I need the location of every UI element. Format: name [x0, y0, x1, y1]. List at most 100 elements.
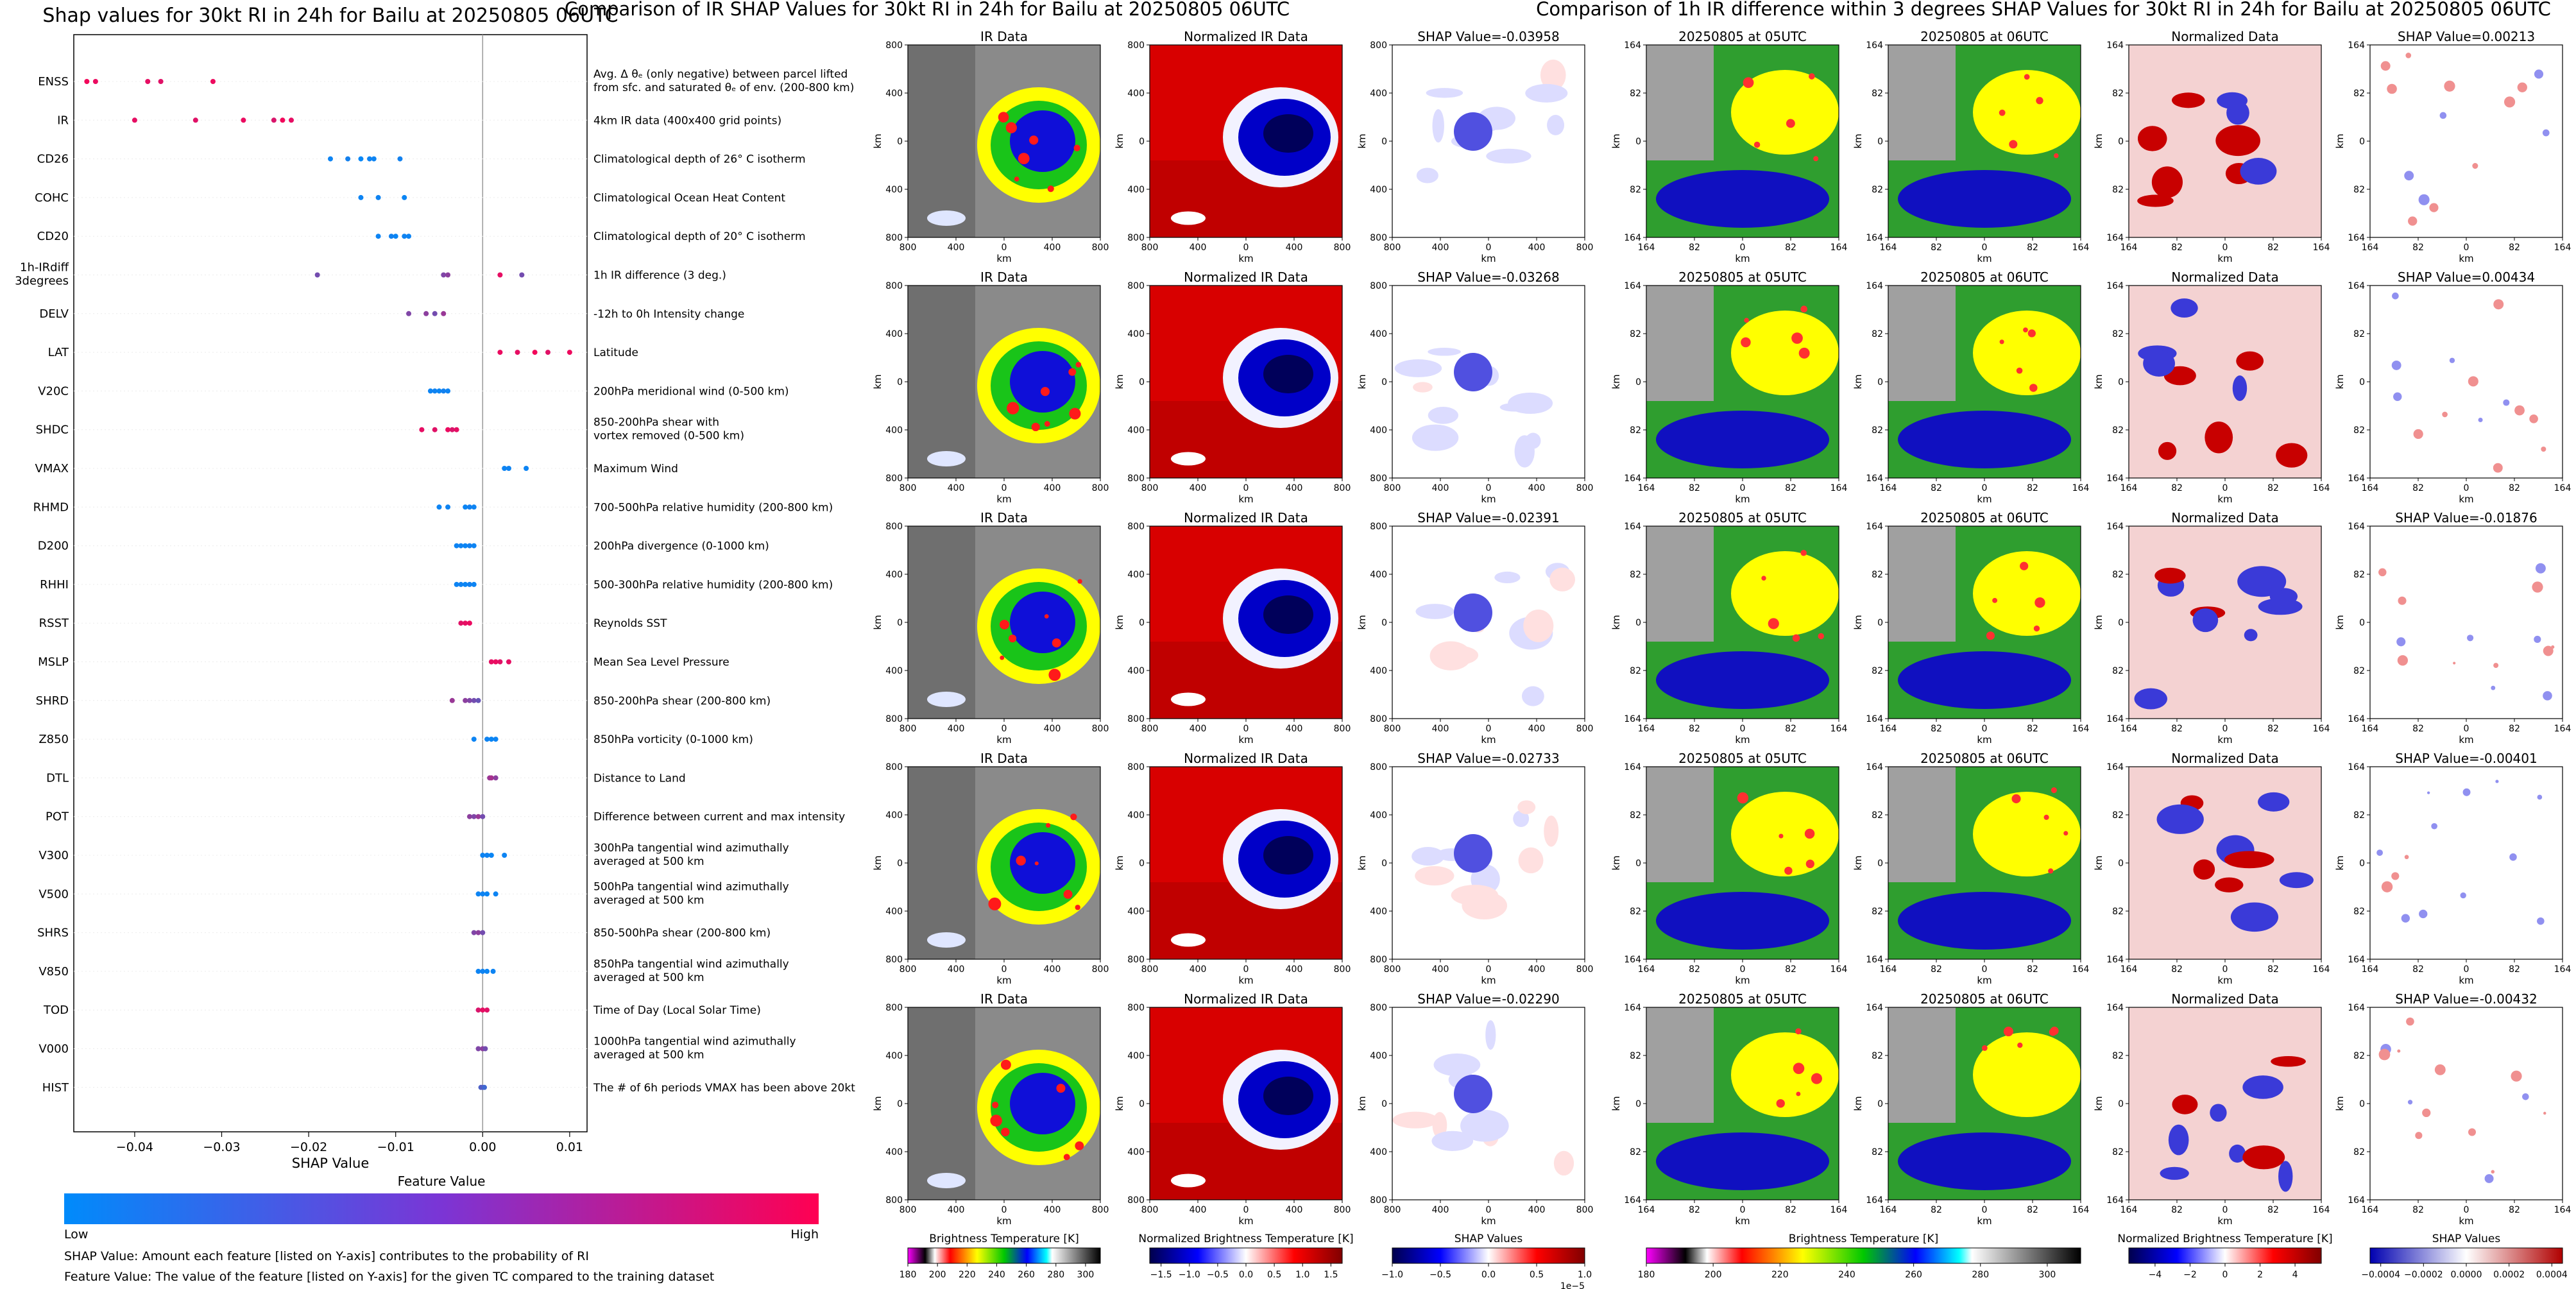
diff-red-cell	[1800, 549, 1807, 556]
x-tick-label: 800	[1576, 964, 1594, 975]
x-tick-label: 0	[2222, 964, 2228, 975]
shap-point	[471, 581, 477, 587]
x-tick-label: 82	[2171, 483, 2183, 493]
diffshap-speck	[2431, 823, 2437, 830]
normdata-blob	[2258, 598, 2303, 615]
y-tick-label: 0	[2359, 858, 2365, 869]
panel-title: 20250805 at 06UTC	[1920, 269, 2049, 285]
y-tick-label: 164	[1624, 522, 1641, 532]
y-tick-label: 400	[1370, 1051, 1387, 1061]
shap-point	[471, 737, 477, 742]
x-tick-label: 164	[2120, 243, 2138, 253]
y-tick-label: 800	[1370, 762, 1387, 773]
x-tick-label: 800	[1384, 724, 1401, 734]
diffshap-speck	[2532, 581, 2543, 593]
norm-cloud-small	[1171, 692, 1206, 706]
shap-point	[397, 156, 403, 162]
y-tick-label: 164	[2106, 714, 2124, 724]
cloud-red-cell	[1044, 421, 1050, 427]
x-tick-label: 82	[1689, 483, 1700, 493]
x-tick-label: 164	[2072, 243, 2090, 253]
diff-red-cell	[1744, 318, 1749, 323]
cloud-red-cell	[988, 897, 1002, 910]
x-tick-label: 164	[2072, 1205, 2090, 1215]
y-tick-label: 0	[2118, 1099, 2124, 1109]
normdata-blob	[2143, 350, 2175, 377]
shap-point	[388, 234, 394, 239]
x-tick-label: 164	[2072, 964, 2090, 975]
shap-point	[471, 504, 477, 510]
cloud-red-cell	[1005, 122, 1017, 133]
x-axis-label: km	[1735, 1215, 1750, 1227]
y-tick-label: 400	[885, 1051, 903, 1061]
feature-description: 200hPa meridional wind (0-500 km)	[593, 385, 789, 398]
x-tick-label: 164	[2313, 724, 2330, 734]
norm-cloud-small	[1171, 933, 1206, 947]
normdata-blob	[2258, 792, 2290, 812]
colorbar	[2128, 1247, 2322, 1264]
shap-point	[497, 659, 503, 665]
x-axis-label: km	[1481, 1215, 1496, 1227]
x-tick-label: 164	[1830, 483, 1848, 493]
diff-cloud-yellow	[1731, 70, 1839, 155]
shap-point	[466, 697, 472, 703]
x-tick-label: 400	[948, 483, 965, 493]
y-axis-label: km	[872, 1096, 883, 1111]
x-tick-label: 0	[1740, 1205, 1746, 1215]
y-tick-label: 164	[2106, 40, 2124, 51]
panel-title: Normalized Data	[2171, 510, 2279, 525]
y-tick-label: 800	[1370, 233, 1387, 243]
x-tick-label: 800	[1141, 724, 1159, 734]
shap-point	[271, 117, 277, 123]
feature-description: Difference between current and max inten…	[593, 811, 845, 824]
x-tick-label: 0	[1002, 724, 1007, 734]
diff-clear-region	[1888, 1007, 1956, 1123]
y-tick-label: 82	[2112, 666, 2124, 676]
diffshap-speck	[2396, 637, 2406, 647]
y-tick-label: 0	[2118, 377, 2124, 388]
colorbar-tick-label: −2	[2183, 1270, 2197, 1280]
colorbar-tick-label: −4	[2149, 1270, 2162, 1280]
shap-point	[480, 968, 486, 974]
diff-red-cell	[2036, 97, 2043, 105]
x-tick-label: 164	[2554, 724, 2572, 734]
y-axis-label: km	[2093, 374, 2104, 389]
x-tick-label: 0	[1002, 483, 1007, 493]
cloud-red-cell	[1001, 1127, 1010, 1137]
diff-red-cell	[1804, 828, 1815, 839]
y-tick-label: 82	[2112, 570, 2124, 580]
cloud-red-cell	[1070, 814, 1077, 821]
x-axis-label: km	[1977, 253, 1992, 264]
feature-label: LAT	[48, 346, 69, 359]
x-tick-label: 800	[1092, 243, 1109, 253]
shap-point	[480, 853, 486, 858]
y-tick-label: 82	[1872, 1147, 1883, 1157]
x-tick-label: 82	[2412, 1205, 2424, 1215]
y-tick-label: 0	[1139, 618, 1145, 628]
x-tick-label: 164	[2120, 964, 2138, 975]
y-axis-label: km	[1114, 855, 1125, 870]
panel-title: IR Data	[980, 510, 1028, 525]
diffshap-speck	[2398, 596, 2407, 605]
shap-blob	[1429, 641, 1472, 670]
y-tick-label: 164	[2106, 281, 2124, 291]
y-tick-label: 82	[2353, 570, 2365, 580]
y-tick-label: 82	[2353, 425, 2365, 436]
shap-point	[502, 466, 508, 471]
y-tick-label: 82	[1630, 89, 1641, 99]
x-tick-label: 400	[1286, 964, 1303, 975]
feature-description: Avg. Δ θₑ (only negative) between parcel…	[593, 68, 848, 81]
shap-point	[458, 620, 464, 626]
feature-label: POT	[46, 810, 69, 824]
x-tick-label: 0	[1982, 964, 1988, 975]
x-tick-label: 0	[2222, 243, 2228, 253]
y-axis-label: km	[1356, 374, 1368, 389]
diffshap-speck	[2418, 194, 2430, 205]
diffshap-speck	[2541, 446, 2546, 452]
diff-cloud-yellow	[1973, 70, 2081, 155]
y-axis-label: km	[1356, 615, 1368, 629]
y-tick-label: 164	[1866, 955, 1883, 965]
feature-description: 300hPa tangential wind azimuthally	[593, 842, 789, 855]
x-tick-label: 82	[2267, 1205, 2279, 1215]
y-tick-label: 0	[897, 137, 903, 147]
